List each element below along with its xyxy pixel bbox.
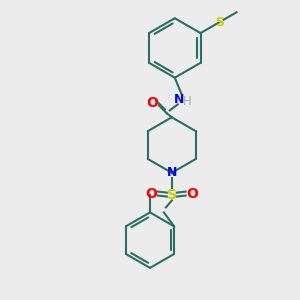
Text: O: O [145,187,157,201]
Text: S: S [215,16,224,29]
Text: N: N [167,166,177,179]
Text: N: N [173,93,184,106]
Text: O: O [187,187,199,201]
Text: O: O [146,96,158,110]
Text: H: H [183,95,192,108]
Text: S: S [167,188,177,202]
